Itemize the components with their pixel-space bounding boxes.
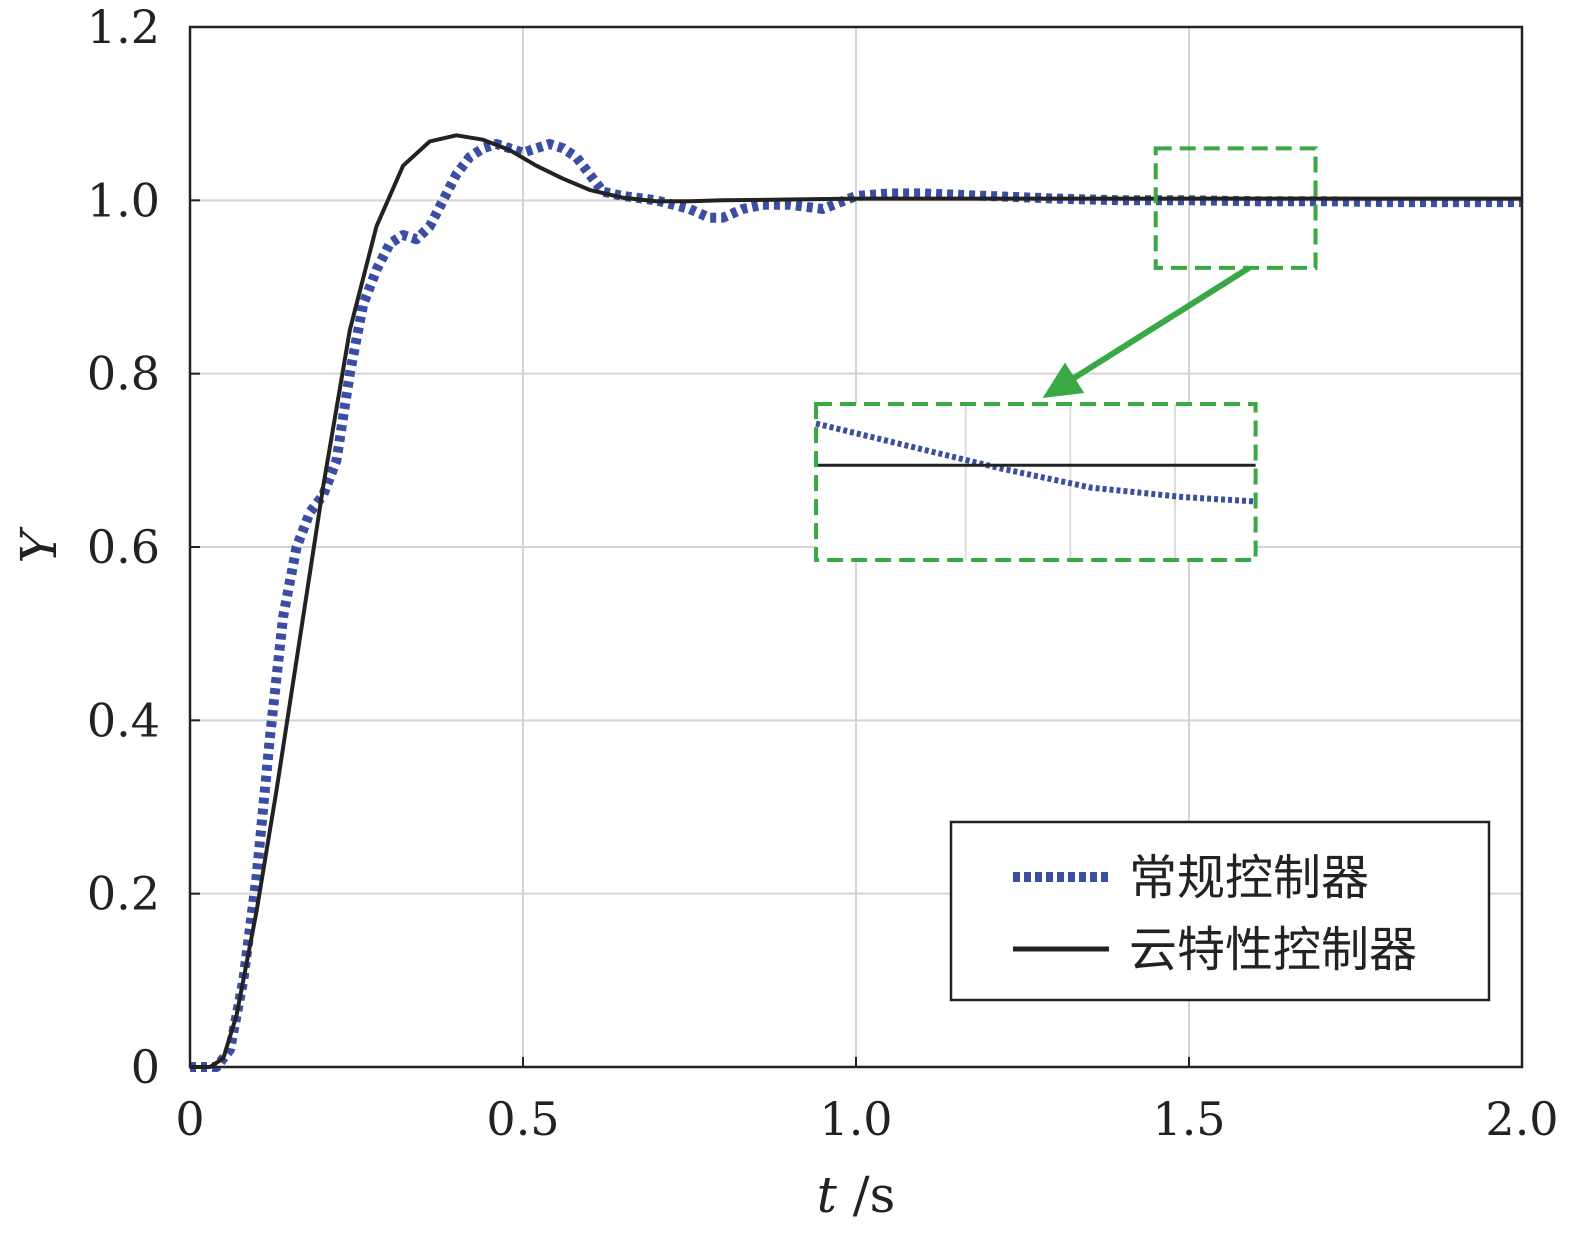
y-tick-label: 0.6 (87, 520, 160, 574)
zoom-source-box (1153, 146, 1318, 270)
zoom-arrow-head (1042, 362, 1085, 398)
zoom-inset (815, 404, 1256, 560)
x-axis-variable: t (817, 1166, 838, 1224)
y-tick-label: 0 (131, 1040, 160, 1094)
y-axis-label: Y (10, 527, 68, 564)
y-tick-label: 1.0 (87, 173, 160, 227)
series-group (190, 133, 1522, 1072)
inset-series-line-1 (815, 420, 1256, 505)
zoom-arrow-shaft (1062, 265, 1251, 387)
x-axis-unit: /s (837, 1166, 895, 1224)
zoom-inset-background (816, 404, 1256, 560)
y-tick-label: 0.2 (87, 867, 160, 921)
x-tick-label: 2.0 (1485, 1092, 1558, 1146)
legend-label-1: 常规控制器 (1129, 850, 1369, 906)
y-tick-label: 1.2 (87, 0, 160, 54)
y-tick-label: 0.4 (87, 693, 160, 747)
x-tick-label: 1.0 (819, 1092, 892, 1146)
series-line-2 (190, 133, 1522, 1069)
legend-label-2: 云特性控制器 (1129, 922, 1417, 978)
zoom-inset-box (814, 402, 1258, 562)
x-axis-label: t /s (817, 1166, 896, 1224)
x-tick-label: 0.5 (486, 1092, 559, 1146)
zoom-annotation (814, 146, 1318, 562)
legend-box (949, 820, 1491, 1002)
y-tick-label: 0.8 (87, 347, 160, 401)
x-tick-label: 1.5 (1152, 1092, 1225, 1146)
ticks: 0 0.5 1.0 1.5 2.0 0 0.2 0.4 0.6 0.8 1.0 1.2 (87, 0, 1559, 1146)
x-tick-label: 0 (175, 1092, 204, 1146)
